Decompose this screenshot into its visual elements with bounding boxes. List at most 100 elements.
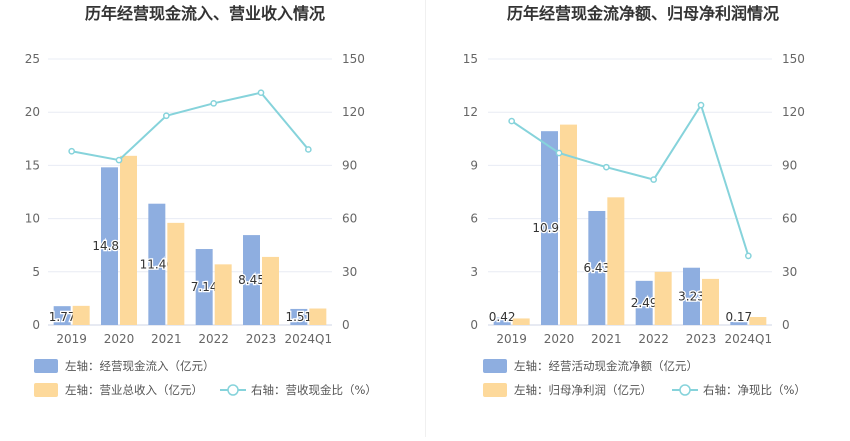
legend-label: 左轴：归母净利润（亿元） — [514, 383, 652, 397]
y-right-tick-label: 120 — [782, 105, 805, 119]
y-right-tick-label: 150 — [342, 52, 365, 66]
x-tick-label: 2021 — [591, 332, 622, 346]
line-point — [257, 89, 265, 97]
x-tick-label: 2024Q1 — [285, 332, 333, 346]
bar — [512, 318, 530, 325]
bar-data-label: 1.77 — [49, 310, 76, 324]
bar — [654, 271, 672, 325]
y-left-tick-label: 20 — [25, 105, 40, 119]
line-point — [555, 149, 563, 157]
legend-label: 左轴：营业总收入（亿元） — [65, 383, 203, 397]
x-tick-label: 2024Q1 — [725, 332, 773, 346]
y-right-tick-label: 0 — [342, 318, 350, 332]
line-point — [162, 112, 170, 120]
bar — [702, 278, 719, 325]
bar — [101, 167, 118, 325]
line-series — [71, 91, 310, 162]
y-left-tick-label: 3 — [470, 265, 478, 279]
y-right-tick-label: 60 — [342, 212, 357, 226]
bar-data-label: 0.42 — [489, 310, 516, 324]
y-right-tick-label: 30 — [342, 265, 357, 279]
bar — [243, 235, 260, 325]
bar — [262, 256, 279, 325]
bar — [214, 264, 232, 325]
chart-title: 历年经营现金流入、营业收入情况 — [85, 4, 325, 23]
chart-panel-1: 历年经营现金流入、营业收入情况 0 0 5 30 10 60 15 90 20 120 25 150 20… — [25, 4, 377, 397]
bar-data-label: 3.23 — [678, 289, 705, 303]
bar — [541, 131, 558, 325]
y-left-tick-label: 9 — [470, 158, 478, 172]
x-tick-label: 2019 — [496, 332, 527, 346]
y-left-tick-label: 12 — [463, 105, 478, 119]
line-point — [697, 101, 705, 109]
legend-swatch — [34, 359, 58, 373]
legend-swatch — [34, 383, 58, 397]
bar — [290, 308, 308, 325]
legend-line-marker — [227, 384, 239, 396]
line-series — [511, 102, 750, 257]
bar — [588, 210, 606, 325]
x-tick-label: 2020 — [544, 332, 575, 346]
legend-label: 左轴：经营活动现金流净额（亿元） — [514, 359, 698, 373]
bar — [683, 267, 700, 325]
y-right-tick-label: 60 — [782, 212, 797, 226]
line-point — [304, 146, 312, 153]
bar-data-label: 8.45 — [238, 273, 265, 287]
bar-data-label: 11.40 — [140, 257, 174, 271]
bar-data-label: 0.17 — [725, 310, 752, 324]
bar-data-label: 2.49 — [631, 296, 658, 310]
x-tick-label: 2019 — [56, 332, 87, 346]
x-tick-label: 2023 — [246, 332, 277, 346]
y-right-tick-label: 90 — [342, 158, 357, 172]
bar — [635, 280, 653, 325]
bar-data-label: 14.82 — [92, 239, 126, 253]
y-left-tick-label: 0 — [470, 318, 478, 332]
y-right-tick-label: 0 — [782, 318, 790, 332]
bar — [53, 306, 71, 325]
y-left-tick-label: 10 — [25, 212, 40, 226]
bar — [560, 124, 577, 325]
line-point — [508, 117, 516, 125]
bar — [749, 317, 767, 325]
line-point — [602, 163, 610, 171]
legend-line-marker — [679, 384, 691, 396]
y-right-tick-label: 150 — [782, 52, 805, 66]
bar-data-label: 10.93 — [532, 221, 566, 235]
line-point — [115, 156, 123, 164]
y-left-tick-label: 15 — [25, 158, 40, 172]
line-point — [744, 252, 752, 260]
bar — [730, 321, 748, 325]
line-point — [68, 147, 76, 155]
legend-swatch — [483, 383, 507, 397]
line-point — [210, 99, 218, 107]
legend-label: 右轴：营收现金比（%） — [251, 383, 377, 397]
x-tick-label: 2023 — [686, 332, 717, 346]
y-right-tick-label: 90 — [782, 158, 797, 172]
bar — [148, 203, 166, 325]
y-left-tick-label: 0 — [32, 318, 40, 332]
bar-data-label: 1.51 — [285, 310, 312, 324]
bar-data-label: 7.14 — [191, 280, 218, 294]
x-tick-label: 2022 — [638, 332, 669, 346]
panel-divider — [425, 0, 426, 437]
bar — [607, 197, 625, 325]
y-left-tick-label: 6 — [470, 212, 478, 226]
line-point — [650, 176, 658, 183]
bar — [493, 317, 511, 325]
y-right-tick-label: 30 — [782, 265, 797, 279]
bar — [72, 305, 90, 325]
y-left-tick-label: 25 — [25, 52, 40, 66]
chart-panel-2: 历年经营现金流净额、归母净利润情况 0 0 3 30 6 60 9 90 12 120 15 150 20… — [463, 4, 806, 397]
y-left-tick-label: 15 — [463, 52, 478, 66]
x-tick-label: 2021 — [151, 332, 182, 346]
bar — [167, 222, 185, 325]
y-right-tick-label: 120 — [342, 105, 365, 119]
legend-label: 右轴：净现比（%） — [703, 383, 806, 397]
y-left-tick-label: 5 — [32, 265, 40, 279]
bar — [309, 308, 327, 325]
chart-title: 历年经营现金流净额、归母净利润情况 — [507, 4, 779, 23]
legend-swatch — [483, 359, 507, 373]
bar — [120, 155, 137, 325]
bar — [195, 249, 213, 325]
